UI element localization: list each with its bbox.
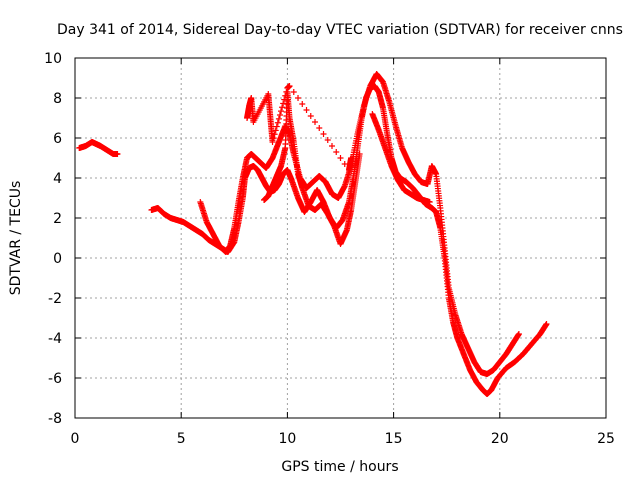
y-tick-label: 10 [44, 51, 62, 67]
y-tick-label: 8 [53, 91, 62, 107]
data-point [341, 161, 348, 167]
data-point [295, 95, 302, 101]
data-point [286, 83, 293, 89]
y-tick-label: 4 [53, 171, 62, 187]
y-tick-label: -2 [48, 291, 62, 307]
data-point [283, 88, 290, 95]
series-segment-3 [197, 71, 522, 377]
x-axis-label: GPS time / hours [281, 459, 398, 475]
y-axis-label: SDTVAR / TECUs [8, 181, 24, 296]
data-point [329, 143, 336, 149]
data-point [276, 112, 283, 118]
y-tick-label: 2 [53, 211, 62, 227]
x-tick-label: 25 [597, 431, 615, 447]
data-point [515, 331, 522, 337]
data-point [269, 139, 276, 145]
data-point [316, 125, 323, 131]
x-tick-label: 15 [385, 431, 403, 447]
data-point [280, 100, 287, 107]
plot-frame [74, 57, 607, 419]
y-tick-label: 0 [53, 251, 62, 267]
y-tick-label: -4 [48, 331, 62, 347]
data-point [303, 107, 310, 113]
data-point [279, 104, 286, 111]
data-point [337, 155, 344, 161]
x-tick-label: 20 [491, 431, 509, 447]
data-point [320, 131, 327, 137]
axis-ticks [74, 57, 607, 419]
data-point [307, 113, 314, 119]
series-segment-5 [369, 111, 433, 205]
data-point [274, 119, 281, 126]
series-segment-4 [261, 89, 363, 247]
data-point [299, 101, 306, 107]
data-point [290, 89, 297, 95]
y-tick-label: 6 [53, 131, 62, 147]
data-point [281, 96, 288, 103]
data-point [312, 119, 319, 125]
series-segment-6 [244, 83, 355, 173]
tick-labels: 0 5 10 15 20 25 -8 -6 -4 -2 0 2 4 6 8 10 [44, 51, 615, 447]
x-tick-label: 0 [71, 431, 80, 447]
y-tick-label: -6 [48, 371, 62, 387]
data-point [333, 149, 340, 155]
y-tick-label: -8 [48, 411, 62, 427]
x-tick-label: 5 [177, 431, 186, 447]
data-point [356, 151, 363, 157]
data-point [273, 123, 280, 130]
data-points [76, 71, 550, 397]
data-point [543, 321, 550, 327]
data-point [324, 137, 331, 143]
data-point [426, 199, 433, 205]
data-point [278, 108, 285, 115]
data-point [348, 155, 355, 161]
x-tick-label: 10 [278, 431, 296, 447]
series-segment-1 [76, 139, 121, 157]
data-point [272, 127, 279, 134]
data-point [282, 92, 289, 99]
data-point [271, 131, 278, 138]
chart-title: Day 341 of 2014, Sidereal Day-to-day VTE… [57, 22, 623, 38]
data-point [270, 135, 277, 142]
data-point [275, 115, 282, 122]
data-point [114, 151, 121, 157]
